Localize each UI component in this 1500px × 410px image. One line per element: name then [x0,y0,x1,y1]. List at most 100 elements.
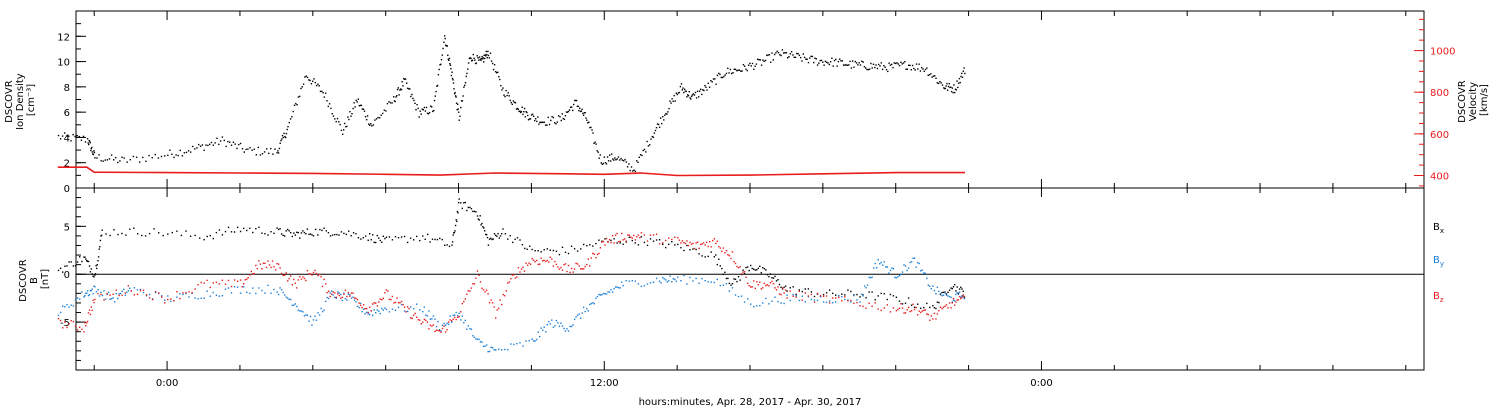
data-point [425,106,428,109]
data-point [498,237,500,239]
data-point [656,123,659,125]
data-point [459,115,461,117]
data-point [345,233,347,236]
data-point [771,300,773,302]
data-point [469,57,471,59]
data-point [906,68,909,70]
data-point [716,74,719,77]
data-point [241,286,243,288]
data-point [281,134,284,137]
data-point [177,154,179,157]
data-point [367,239,369,241]
data-point [747,298,749,300]
data-point [900,273,902,276]
data-point [546,324,548,326]
data-point [960,286,962,288]
data-point [378,310,380,312]
data-point [633,169,635,171]
data-point [325,92,327,94]
data-point [564,330,567,332]
data-point [448,59,450,61]
data-point [473,283,476,285]
data-point [913,257,916,259]
data-point [183,152,186,154]
data-point [789,53,791,55]
data-point [479,341,482,343]
data-point [361,306,363,309]
data-point [110,154,113,156]
data-point [115,292,117,295]
data-point [393,302,395,304]
data-point [479,58,481,60]
data-point [631,239,633,242]
data-point [894,276,896,279]
data-point [637,283,640,285]
data-point [325,283,327,285]
data-point [84,141,87,143]
data-point [759,304,761,307]
data-point [123,288,125,291]
data-point [154,291,157,294]
data-point [643,285,646,287]
data-point [504,348,506,351]
data-point [135,156,138,158]
data-point [308,233,310,236]
data-point [552,249,555,252]
data-point [327,105,329,108]
data-point [710,80,712,82]
data-point [492,238,494,240]
data-point [616,158,618,160]
data-point [424,110,427,112]
data-point [742,271,744,273]
data-point [302,311,304,313]
data-point [365,308,368,310]
data-point [129,159,131,161]
data-point [926,277,928,279]
data-point [789,299,791,302]
data-point [692,280,694,282]
data-point [355,99,357,102]
y-tick-label: 8 [64,83,70,94]
data-point [832,65,834,67]
data-point [209,234,211,237]
density-ylabel-line3: [cm⁻³] [26,84,37,116]
data-point [453,231,456,234]
data-point [376,234,378,237]
data-point [309,315,312,318]
data-point [913,306,916,308]
data-point [386,102,389,105]
data-point [357,237,360,239]
data-point [704,256,706,258]
data-point [93,301,95,304]
data-point [730,257,732,260]
data-point [507,238,509,240]
data-point [655,277,658,280]
data-point [743,301,746,303]
data-point [696,90,699,92]
data-point [695,97,698,99]
data-point [541,121,543,123]
data-point [819,296,822,298]
data-point [418,116,420,118]
data-point [388,236,391,238]
data-point [543,121,545,123]
data-point [633,234,635,237]
data-point [601,163,604,166]
data-point [686,240,688,242]
data-point [756,305,758,307]
data-point [85,292,87,294]
data-point [92,153,95,156]
data-point [290,232,292,234]
data-point [76,134,78,137]
mag-legend: Bx By Bz [1433,222,1444,304]
data-point [402,304,404,306]
data-point [455,96,457,98]
data-point [886,266,888,268]
data-point [822,293,825,296]
data-point [587,310,589,312]
data-point [467,206,469,209]
data-point [671,238,673,241]
data-point [673,94,675,97]
data-point [199,145,202,147]
